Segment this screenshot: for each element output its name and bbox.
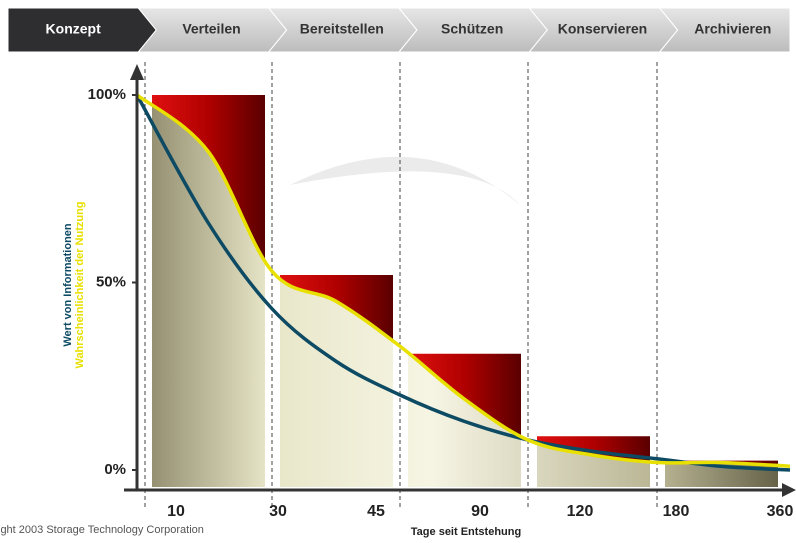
y-axis-title: Wahrscheinlichkeit der Nutzung	[74, 201, 86, 368]
x-tick-label: 180	[663, 503, 690, 520]
y-tick-label: 0%	[104, 461, 126, 478]
bar-front	[152, 95, 778, 487]
phase-label: Konzept	[46, 21, 102, 37]
phase-label: Verteilen	[182, 21, 240, 37]
x-tick-label: 45	[367, 503, 385, 520]
phase-label: Bereitstellen	[300, 21, 384, 37]
curve	[135, 94, 791, 472]
x-tick-label: 90	[471, 503, 489, 520]
y-axis-title: Wert von Informationen	[62, 223, 74, 347]
x-axis-title: Tage seit Entstehung	[411, 526, 521, 538]
x-tick-label: 10	[167, 503, 185, 520]
phase-chevron	[658, 7, 791, 53]
x-tick-label: 120	[567, 503, 594, 520]
phase-label: Schützen	[441, 21, 503, 37]
y-axis-arrow	[130, 64, 144, 80]
watermark	[290, 156, 520, 205]
y-tick-label: 100%	[88, 86, 126, 103]
x-axis-arrow	[782, 483, 796, 497]
phase-label: Konservieren	[558, 21, 647, 37]
curve	[135, 93, 791, 468]
x-tick-label: 30	[269, 503, 287, 520]
x-tick-label: 360	[767, 503, 794, 520]
phase-label: Archivieren	[694, 21, 771, 37]
footnote: ight 2003 Storage Technology Corporation	[0, 524, 204, 536]
y-tick-label: 50%	[96, 273, 126, 290]
phase-banner: Konzept Verteilen Bereitstellen Schützen Kon…	[7, 7, 791, 53]
plot-area: 0% 50% 100% 10 30 45 90 120 180 360 Tage seit Ents…	[62, 62, 796, 538]
